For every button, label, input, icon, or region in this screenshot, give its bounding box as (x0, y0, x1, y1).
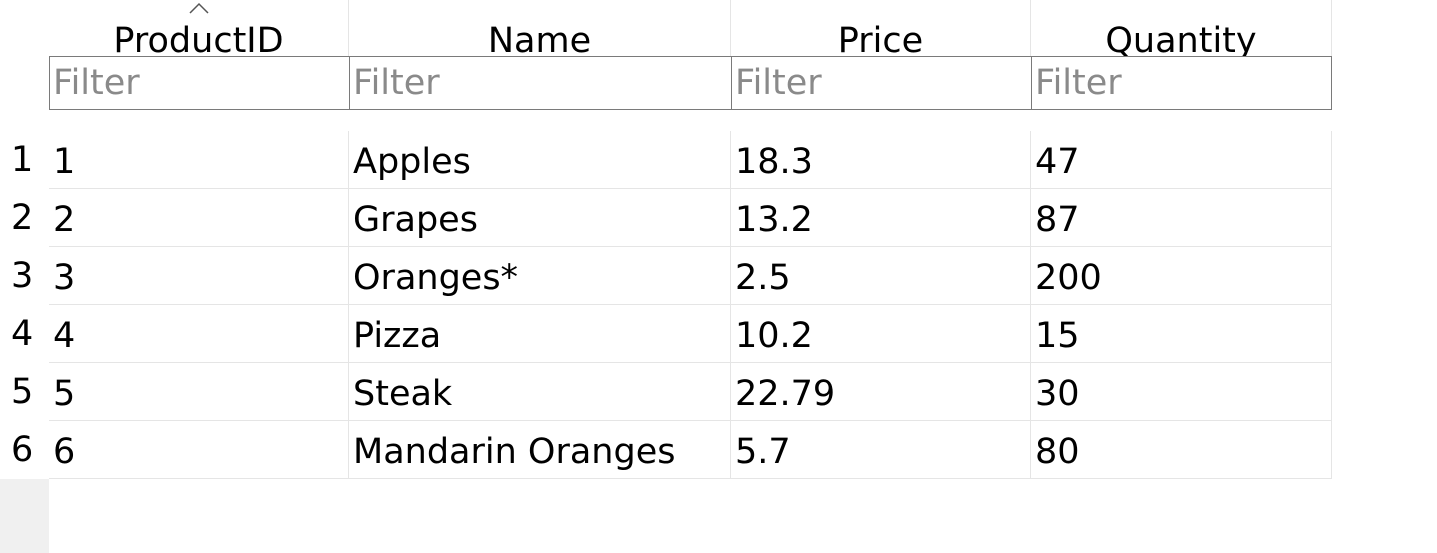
cell-productid[interactable]: 4 (49, 305, 349, 363)
cell-productid[interactable]: 5 (49, 363, 349, 421)
column-header-productid[interactable]: ProductID (49, 0, 349, 56)
cell-price[interactable]: 10.2 (731, 305, 1031, 363)
row-number[interactable]: 4 (11, 314, 34, 354)
column-header-name[interactable]: Name (349, 0, 731, 56)
cell-productid[interactable]: 3 (49, 247, 349, 305)
cell-productid[interactable]: 1 (49, 131, 349, 189)
column-header-label: ProductID (113, 21, 284, 56)
cell-name[interactable]: Pizza (349, 305, 731, 363)
cell-name[interactable]: Oranges* (349, 247, 731, 305)
cell-price[interactable]: 13.2 (731, 189, 1031, 247)
cell-name[interactable]: Steak (349, 363, 731, 421)
cell-quantity[interactable]: 200 (1031, 247, 1332, 305)
filter-input-price[interactable] (731, 56, 1031, 110)
filter-input-productid[interactable] (49, 56, 349, 110)
column-header-price[interactable]: Price (731, 0, 1031, 56)
column-header-label: Name (487, 21, 592, 56)
column-header-quantity[interactable]: Quantity (1031, 0, 1332, 56)
filter-input-quantity[interactable] (1031, 56, 1332, 110)
cell-price[interactable]: 5.7 (731, 421, 1031, 479)
row-number[interactable]: 6 (11, 430, 34, 470)
cell-quantity[interactable]: 15 (1031, 305, 1332, 363)
filter-input-name[interactable] (349, 56, 731, 110)
cell-price[interactable]: 22.79 (731, 363, 1031, 421)
cell-name[interactable]: Grapes (349, 189, 731, 247)
cell-name[interactable]: Apples (349, 131, 731, 189)
row-number[interactable]: 1 (11, 140, 34, 180)
cell-name[interactable]: Mandarin Oranges (349, 421, 731, 479)
cell-quantity[interactable]: 30 (1031, 363, 1332, 421)
gutter-empty-area (0, 479, 49, 553)
cell-price[interactable]: 18.3 (731, 131, 1031, 189)
row-number[interactable]: 2 (11, 198, 34, 238)
chevron-up-icon (188, 2, 209, 14)
row-number-gutter: 1 2 3 4 5 6 (0, 0, 49, 553)
cell-price[interactable]: 2.5 (731, 247, 1031, 305)
cell-quantity[interactable]: 87 (1031, 189, 1332, 247)
cell-quantity[interactable]: 80 (1031, 421, 1332, 479)
column-header-label: Price (837, 21, 924, 56)
cell-productid[interactable]: 6 (49, 421, 349, 479)
cell-quantity[interactable]: 47 (1031, 131, 1332, 189)
column-header-label: Quantity (1105, 21, 1257, 56)
cell-productid[interactable]: 2 (49, 189, 349, 247)
row-number[interactable]: 3 (11, 256, 34, 296)
row-number[interactable]: 5 (11, 372, 34, 412)
